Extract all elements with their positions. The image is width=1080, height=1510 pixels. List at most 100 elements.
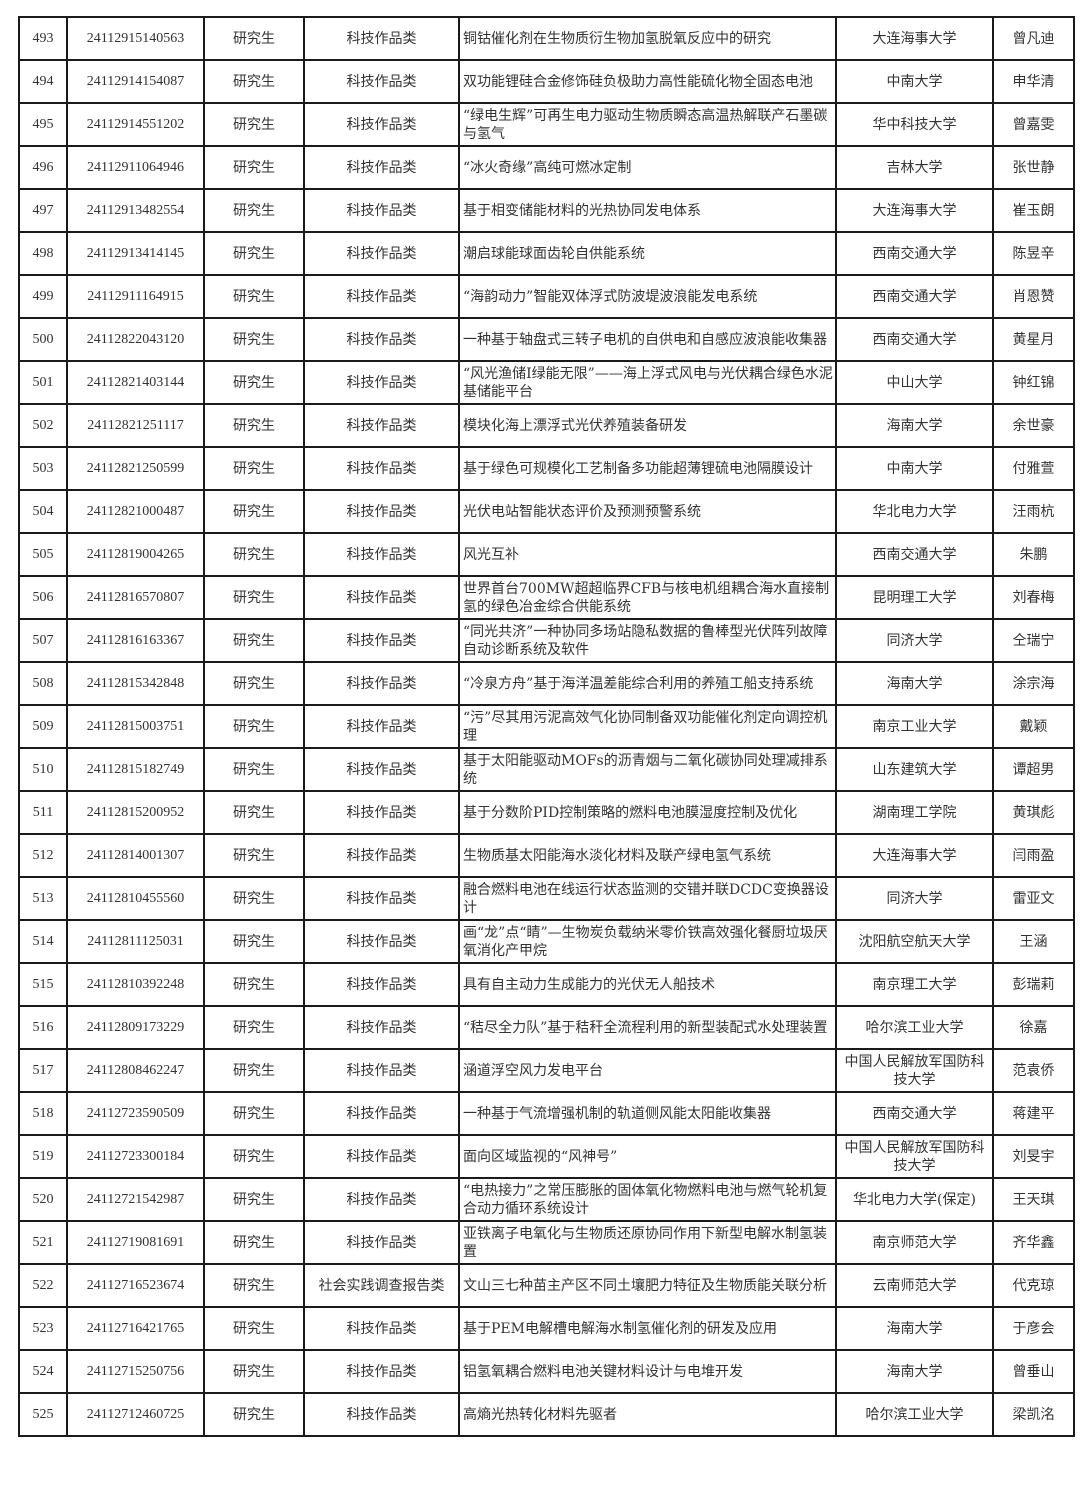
project-id-cell: 24112914551202 [66,102,205,147]
table-row: 504 24112821000487 研究生 科技作品类 光伏电站智能状态评价及预测预警… [18,489,1075,534]
category-cell: 科技作品类 [303,1220,460,1265]
project-title-cell: 基于PEM电解槽电解海水制氢催化剂的研发及应用 [458,1306,837,1351]
project-title-cell: 世界首台700MW超超临界CFB与核电机组耦合海水直接制氢的绿色冶金综合供能系统 [458,575,837,620]
leader-name-cell: 闫雨盈 [992,833,1075,878]
category-cell: 科技作品类 [303,1134,460,1179]
row-number-cell: 507 [18,618,68,663]
category-cell: 科技作品类 [303,1005,460,1050]
leader-name-cell: 梁凯洺 [992,1392,1075,1437]
project-id-cell: 24112814001307 [66,833,205,878]
university-cell: 华北电力大学(保定) [835,1177,994,1222]
project-id-cell: 24112721542987 [66,1177,205,1222]
leader-name-cell: 代克琼 [992,1263,1075,1308]
leader-name-cell: 王天琪 [992,1177,1075,1222]
table-row: 515 24112810392248 研究生 科技作品类 具有自主动力生成能力的光伏无人… [18,962,1075,1007]
table-row: 508 24112815342848 研究生 科技作品类 “冷泉方舟”基于海洋温差能综合… [18,661,1075,706]
leader-name-cell: 申华清 [992,59,1075,104]
table-row: 509 24112815003751 研究生 科技作品类 “污”尽其用污泥高效气化协同制… [18,704,1075,749]
leader-name-cell: 王涵 [992,919,1075,964]
leader-name-cell: 齐华鑫 [992,1220,1075,1265]
project-title-cell: 基于绿色可规模化工艺制备多功能超薄锂硫电池隔膜设计 [458,446,837,491]
level-cell: 研究生 [203,317,305,362]
university-cell: 华中科技大学 [835,102,994,147]
row-number-cell: 522 [18,1263,68,1308]
leader-name-cell: 付雅萱 [992,446,1075,491]
table-row: 494 24112914154087 研究生 科技作品类 双功能锂硅合金修饰硅负极助力高… [18,59,1075,104]
university-cell: 南京师范大学 [835,1220,994,1265]
university-cell: 沈阳航空航天大学 [835,919,994,964]
project-title-cell: 一种基于气流增强机制的轨道侧风能太阳能收集器 [458,1091,837,1136]
row-number-cell: 505 [18,532,68,577]
level-cell: 研究生 [203,102,305,147]
level-cell: 研究生 [203,446,305,491]
leader-name-cell: 崔玉朗 [992,188,1075,233]
university-cell: 西南交通大学 [835,274,994,319]
project-title-cell: “污”尽其用污泥高效气化协同制备双功能催化剂定向调控机理 [458,704,837,749]
university-cell: 海南大学 [835,403,994,448]
category-cell: 科技作品类 [303,1349,460,1394]
project-title-cell: “冰火奇缘”高纯可燃冰定制 [458,145,837,190]
project-id-cell: 24112913414145 [66,231,205,276]
project-title-cell: 面向区域监视的“风神号” [458,1134,837,1179]
row-number-cell: 498 [18,231,68,276]
level-cell: 研究生 [203,661,305,706]
project-title-cell: “电热接力”之常压膨胀的固体氧化物燃料电池与燃气轮机复合动力循环系统设计 [458,1177,837,1222]
category-cell: 科技作品类 [303,403,460,448]
category-cell: 科技作品类 [303,274,460,319]
table-row: 499 24112911164915 研究生 科技作品类 “海韵动力”智能双体浮式防波堤… [18,274,1075,319]
category-cell: 科技作品类 [303,919,460,964]
level-cell: 研究生 [203,1091,305,1136]
row-number-cell: 517 [18,1048,68,1093]
leader-name-cell: 曾凡迪 [992,16,1075,61]
row-number-cell: 502 [18,403,68,448]
university-cell: 西南交通大学 [835,532,994,577]
project-title-cell: 光伏电站智能状态评价及预测预警系统 [458,489,837,534]
row-number-cell: 521 [18,1220,68,1265]
row-number-cell: 524 [18,1349,68,1394]
project-title-cell: “同光共济”一种协同多场站隐私数据的鲁棒型光伏阵列故障自动诊断系统及软件 [458,618,837,663]
leader-name-cell: 刘春梅 [992,575,1075,620]
level-cell: 研究生 [203,274,305,319]
leader-name-cell: 雷亚文 [992,876,1075,921]
university-cell: 昆明理工大学 [835,575,994,620]
university-cell: 南京工业大学 [835,704,994,749]
table-row: 519 24112723300184 研究生 科技作品类 面向区域监视的“风神号” 中国人… [18,1134,1075,1179]
project-title-cell: 画“龙”点“睛”—生物炭负载纳米零价铁高效强化餐厨垃圾厌氧消化产甲烷 [458,919,837,964]
row-number-cell: 493 [18,16,68,61]
category-cell: 科技作品类 [303,360,460,405]
university-cell: 中国人民解放军国防科技大学 [835,1134,994,1179]
level-cell: 研究生 [203,833,305,878]
university-cell: 云南师范大学 [835,1263,994,1308]
row-number-cell: 496 [18,145,68,190]
project-title-cell: “冷泉方舟”基于海洋温差能综合利用的养殖工船支持系统 [458,661,837,706]
project-title-cell: 高熵光热转化材料先驱者 [458,1392,837,1437]
row-number-cell: 510 [18,747,68,792]
level-cell: 研究生 [203,59,305,104]
project-id-cell: 24112712460725 [66,1392,205,1437]
project-title-cell: 生物质基太阳能海水淡化材料及联产绿电氢气系统 [458,833,837,878]
level-cell: 研究生 [203,16,305,61]
level-cell: 研究生 [203,1134,305,1179]
project-title-cell: “海韵动力”智能双体浮式防波堤波浪能发电系统 [458,274,837,319]
row-number-cell: 513 [18,876,68,921]
leader-name-cell: 朱鹏 [992,532,1075,577]
university-cell: 哈尔滨工业大学 [835,1392,994,1437]
project-id-cell: 24112821000487 [66,489,205,534]
leader-name-cell: 钟红锦 [992,360,1075,405]
level-cell: 研究生 [203,1263,305,1308]
project-id-cell: 24112913482554 [66,188,205,233]
category-cell: 科技作品类 [303,145,460,190]
project-id-cell: 24112911064946 [66,145,205,190]
project-title-cell: 文山三七种苗主产区不同土壤肥力特征及生物质能关联分析 [458,1263,837,1308]
table-row: 516 24112809173229 研究生 科技作品类 “秸尽全力队”基于秸秆全流程利… [18,1005,1075,1050]
project-title-cell: “秸尽全力队”基于秸秆全流程利用的新型装配式水处理装置 [458,1005,837,1050]
level-cell: 研究生 [203,919,305,964]
project-id-cell: 24112821403144 [66,360,205,405]
leader-name-cell: 范袁侨 [992,1048,1075,1093]
category-cell: 科技作品类 [303,747,460,792]
row-number-cell: 520 [18,1177,68,1222]
table-row: 497 24112913482554 研究生 科技作品类 基于相变储能材料的光热协同发电… [18,188,1075,233]
project-id-cell: 24112914154087 [66,59,205,104]
leader-name-cell: 曾垂山 [992,1349,1075,1394]
level-cell: 研究生 [203,1005,305,1050]
